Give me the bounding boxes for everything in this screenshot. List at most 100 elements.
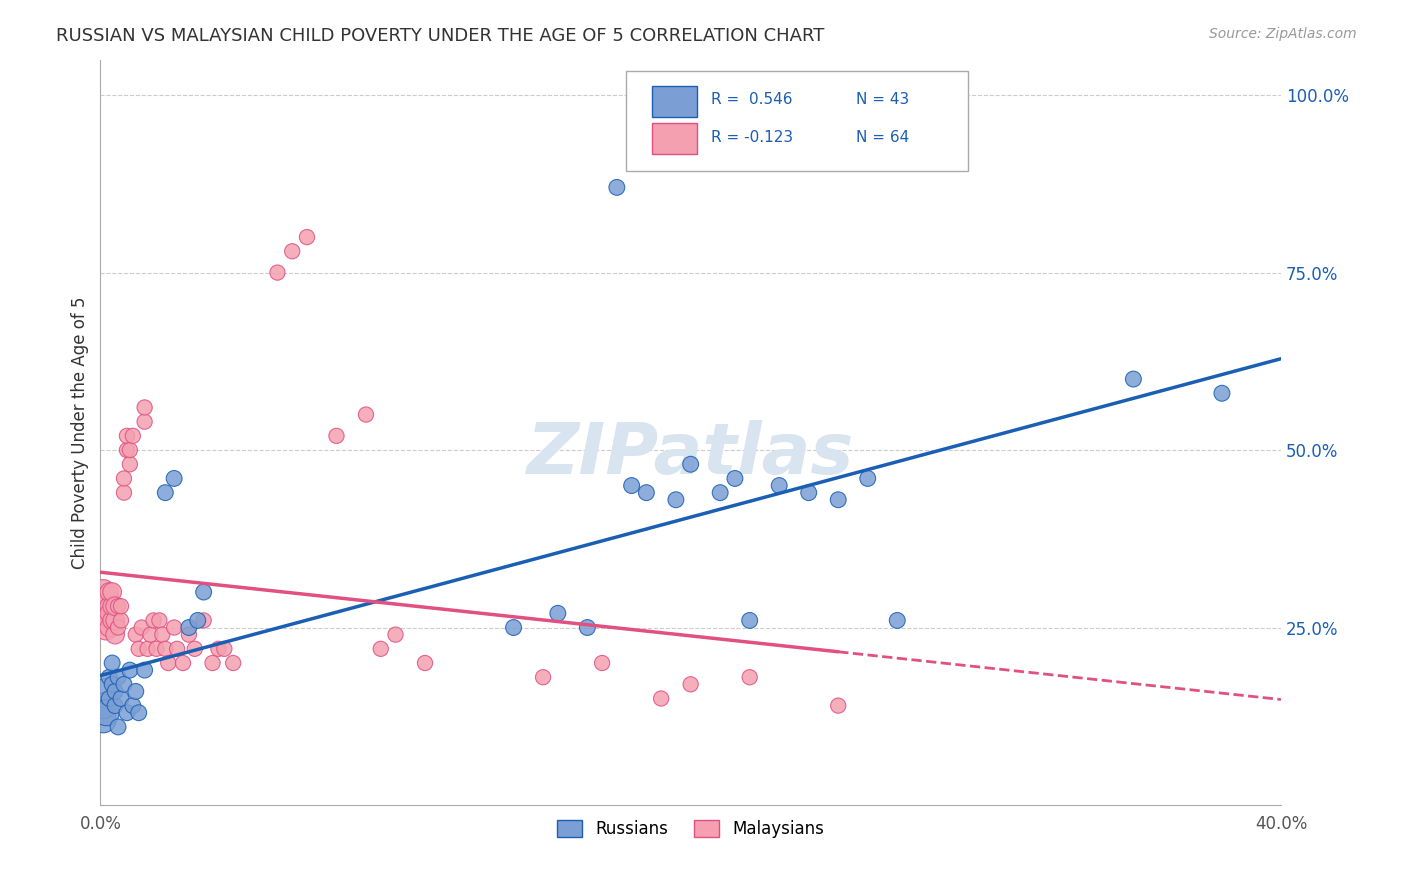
- Point: [193, 614, 215, 628]
- Point: [98, 621, 121, 635]
- Point: [98, 670, 121, 684]
- Point: [1122, 372, 1144, 386]
- Point: [101, 677, 124, 691]
- Point: [134, 415, 156, 429]
- Text: N = 64: N = 64: [856, 129, 910, 145]
- Text: R = -0.123: R = -0.123: [710, 129, 793, 145]
- Point: [110, 691, 132, 706]
- Point: [163, 621, 186, 635]
- Point: [98, 691, 121, 706]
- Point: [96, 607, 118, 621]
- Point: [110, 599, 132, 614]
- Point: [98, 607, 121, 621]
- Point: [370, 641, 392, 656]
- Point: [107, 670, 129, 684]
- Point: [104, 684, 127, 698]
- Point: [187, 614, 209, 628]
- Point: [115, 706, 138, 720]
- Point: [145, 641, 167, 656]
- Bar: [652, 123, 696, 154]
- Point: [142, 614, 165, 628]
- Point: [1211, 386, 1233, 401]
- Point: [107, 599, 129, 614]
- Point: [112, 471, 135, 485]
- Point: [606, 180, 628, 194]
- Point: [201, 656, 224, 670]
- Text: N = 43: N = 43: [856, 93, 910, 107]
- Point: [502, 621, 524, 635]
- Point: [96, 621, 118, 635]
- FancyBboxPatch shape: [626, 70, 969, 171]
- Point: [163, 471, 186, 485]
- Point: [91, 698, 114, 713]
- Point: [134, 401, 156, 415]
- Point: [724, 471, 747, 485]
- Point: [325, 429, 347, 443]
- Point: [222, 656, 245, 670]
- Point: [121, 698, 143, 713]
- Point: [110, 614, 132, 628]
- Point: [266, 266, 288, 280]
- Legend: Russians, Malaysians: Russians, Malaysians: [551, 814, 831, 845]
- Point: [214, 641, 236, 656]
- Bar: [652, 86, 696, 117]
- Point: [96, 706, 118, 720]
- Point: [384, 627, 406, 641]
- Point: [709, 485, 731, 500]
- Point: [96, 592, 118, 607]
- Point: [177, 627, 200, 641]
- Point: [112, 485, 135, 500]
- Point: [104, 627, 127, 641]
- Point: [679, 457, 702, 471]
- Point: [797, 485, 820, 500]
- Point: [207, 641, 229, 656]
- Text: ZIPatlas: ZIPatlas: [527, 420, 855, 489]
- Point: [104, 698, 127, 713]
- Point: [125, 684, 148, 698]
- Point: [96, 684, 118, 698]
- Point: [104, 614, 127, 628]
- Point: [166, 641, 188, 656]
- Point: [115, 429, 138, 443]
- Point: [827, 698, 849, 713]
- Point: [101, 614, 124, 628]
- Point: [856, 471, 879, 485]
- Point: [121, 429, 143, 443]
- Point: [91, 614, 114, 628]
- Text: RUSSIAN VS MALAYSIAN CHILD POVERTY UNDER THE AGE OF 5 CORRELATION CHART: RUSSIAN VS MALAYSIAN CHILD POVERTY UNDER…: [56, 27, 824, 45]
- Point: [193, 585, 215, 599]
- Point: [768, 478, 790, 492]
- Point: [118, 457, 141, 471]
- Point: [101, 656, 124, 670]
- Point: [104, 599, 127, 614]
- Point: [155, 485, 177, 500]
- Point: [134, 663, 156, 677]
- Point: [131, 621, 153, 635]
- Point: [172, 656, 194, 670]
- Point: [281, 244, 304, 259]
- Point: [157, 656, 180, 670]
- Point: [125, 627, 148, 641]
- Point: [155, 641, 177, 656]
- Point: [547, 607, 569, 621]
- Point: [91, 599, 114, 614]
- Point: [91, 713, 114, 727]
- Point: [107, 720, 129, 734]
- Point: [115, 443, 138, 458]
- Point: [101, 585, 124, 599]
- Point: [679, 677, 702, 691]
- Point: [636, 485, 658, 500]
- Point: [576, 621, 599, 635]
- Point: [118, 443, 141, 458]
- Point: [139, 627, 162, 641]
- Point: [620, 478, 643, 492]
- Point: [886, 614, 908, 628]
- Point: [118, 663, 141, 677]
- Point: [136, 641, 159, 656]
- Point: [354, 408, 377, 422]
- Point: [295, 230, 318, 244]
- Point: [128, 706, 150, 720]
- Point: [91, 585, 114, 599]
- Point: [591, 656, 613, 670]
- Y-axis label: Child Poverty Under the Age of 5: Child Poverty Under the Age of 5: [72, 296, 89, 568]
